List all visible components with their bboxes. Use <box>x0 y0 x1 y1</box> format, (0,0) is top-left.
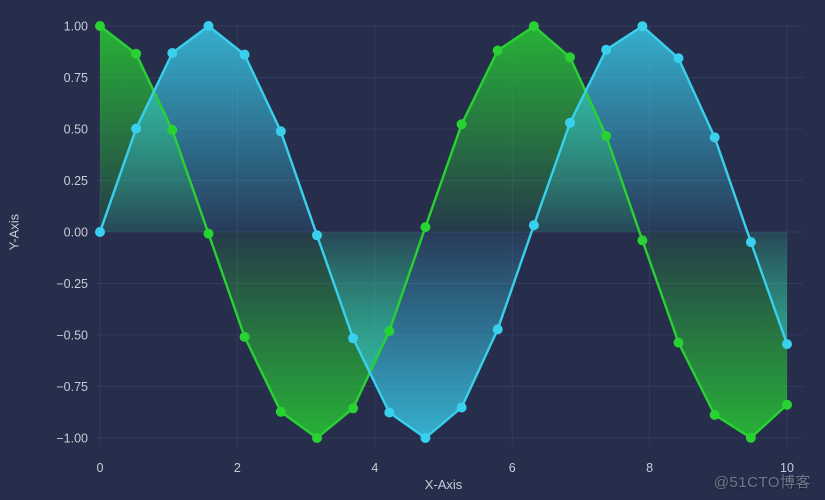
marker-cos-point[interactable] <box>167 125 178 135</box>
marker-sin-point[interactable] <box>275 126 286 137</box>
marker-cos-point[interactable] <box>782 399 792 410</box>
watermark: @51CTO博客 <box>713 474 811 491</box>
marker-cos-point[interactable] <box>601 131 612 141</box>
marker-sin-point[interactable] <box>492 324 503 335</box>
y-axis-title: Y-Axis <box>6 213 22 251</box>
marker-sin-point[interactable] <box>565 117 575 128</box>
x-tick-label: 8 <box>646 461 653 475</box>
marker-cos-point[interactable] <box>637 235 648 246</box>
marker-cos-point[interactable] <box>673 337 684 348</box>
marker-cos-point[interactable] <box>239 331 250 342</box>
marker-cos-point[interactable] <box>420 222 431 233</box>
marker-cos-point[interactable] <box>384 326 395 337</box>
line-sin-series <box>98 24 789 440</box>
y-tick-label: 0.75 <box>64 71 88 85</box>
marker-cos-point[interactable] <box>492 45 503 56</box>
marker-cos-point[interactable] <box>456 119 467 130</box>
marker-sin-point[interactable] <box>167 48 178 58</box>
marker-sin-point[interactable] <box>601 44 612 55</box>
marker-cos-point[interactable] <box>203 228 214 239</box>
marker-sin-point[interactable] <box>239 49 250 60</box>
marker-sin-point[interactable] <box>528 220 539 231</box>
y-tick-label: −0.75 <box>56 380 88 394</box>
marker-sin-point[interactable] <box>420 433 431 443</box>
area-sin-series <box>100 26 787 438</box>
marker-sin-point[interactable] <box>95 227 105 237</box>
y-tick-label: −0.50 <box>56 329 88 343</box>
marker-sin-point[interactable] <box>384 407 395 418</box>
marker-sin-point[interactable] <box>745 237 756 248</box>
x-tick-label: 2 <box>234 461 241 475</box>
marker-cos-point[interactable] <box>131 48 142 59</box>
marker-sin-point[interactable] <box>131 123 142 134</box>
marker-sin-point[interactable] <box>312 230 322 241</box>
marker-sin-point[interactable] <box>637 21 648 32</box>
marker-cos-point[interactable] <box>95 21 105 31</box>
x-tick-label: 6 <box>509 461 516 475</box>
marker-sin-point[interactable] <box>203 21 214 31</box>
line-cos-series <box>98 24 789 440</box>
x-tick-label: 10 <box>780 461 794 475</box>
marker-sin-point[interactable] <box>673 53 684 64</box>
x-axis-title: X-Axis <box>424 477 463 492</box>
y-tick-label: 0.25 <box>64 174 88 188</box>
y-tick-label: 0.00 <box>64 226 88 240</box>
marker-cos-point[interactable] <box>275 406 286 417</box>
marker-sin-point[interactable] <box>709 132 720 143</box>
marker-sin-point[interactable] <box>782 339 792 350</box>
marker-cos-point[interactable] <box>745 432 756 443</box>
y-tick-label: −1.00 <box>56 432 88 446</box>
x-tick-label: 0 <box>97 461 104 475</box>
marker-cos-point[interactable] <box>528 21 539 32</box>
y-tick-label: 1.00 <box>64 20 88 34</box>
x-tick-label: 4 <box>371 461 378 475</box>
marker-cos-point[interactable] <box>348 403 359 414</box>
marker-sin-point[interactable] <box>348 333 359 344</box>
y-tick-label: 0.50 <box>64 123 88 137</box>
marker-cos-point[interactable] <box>312 433 322 443</box>
y-tick-label: −0.25 <box>56 277 88 291</box>
marker-cos-point[interactable] <box>565 52 575 63</box>
marker-cos-point[interactable] <box>709 409 720 420</box>
marker-sin-point[interactable] <box>456 402 467 413</box>
